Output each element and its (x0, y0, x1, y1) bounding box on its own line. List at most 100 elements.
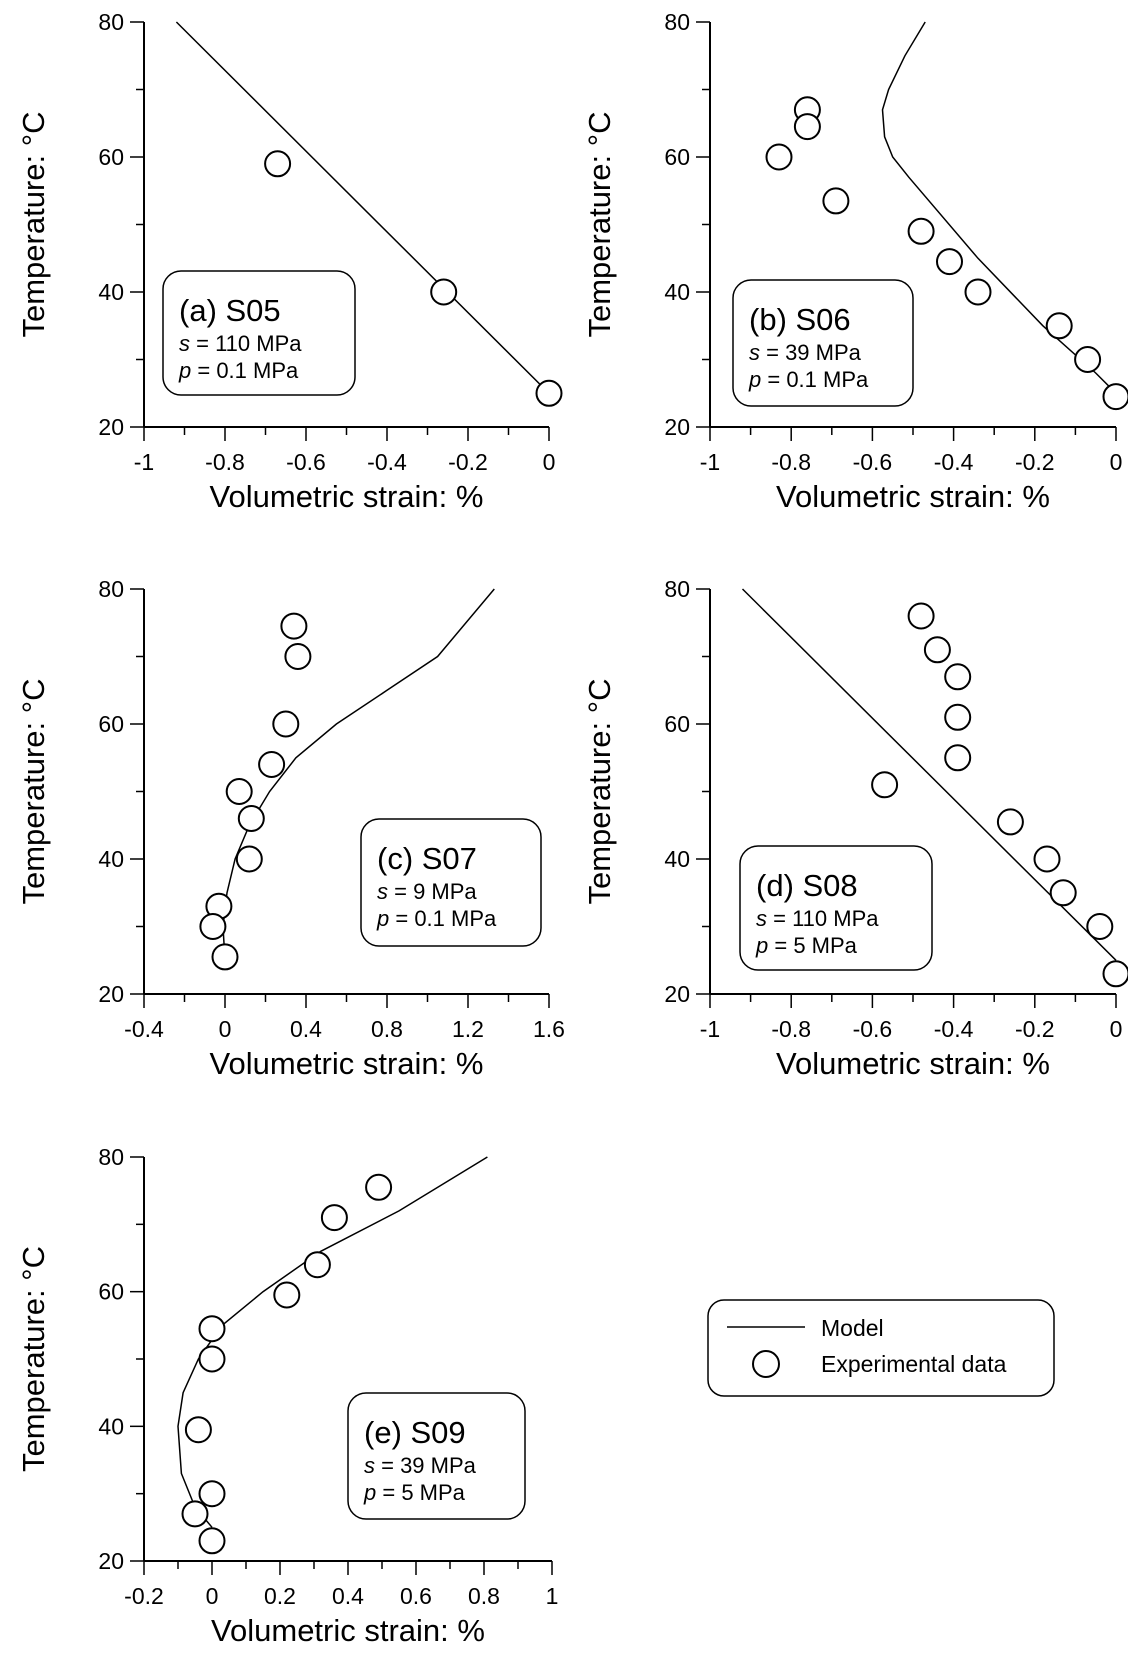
x-axis-title: Volumetric strain: % (210, 1046, 484, 1081)
y-axis-title: Temperature: °C (16, 678, 51, 904)
data-point (535, 379, 563, 407)
y-tick-label: 60 (664, 144, 690, 170)
x-tick-label: -0.8 (771, 1016, 811, 1042)
data-point (284, 643, 312, 670)
y-tick-label: 80 (664, 9, 690, 35)
pressure-value: = 5 MPa (376, 1480, 465, 1505)
data-point (272, 710, 300, 738)
suction-value: = 110 MPa (190, 331, 302, 356)
pressure-line: p = 5 MPa (363, 1480, 466, 1505)
specimen-title: (b) S06 (749, 302, 851, 337)
data-point (320, 1204, 348, 1232)
data-point (1045, 312, 1073, 340)
y-tick-label: 20 (98, 414, 124, 440)
data-point (1074, 346, 1102, 373)
suction-symbol: s (749, 340, 760, 365)
x-tick-label: -0.4 (934, 1016, 974, 1042)
data-point (181, 1500, 209, 1528)
specimen-label-box (732, 279, 914, 407)
legend-experimental-marker (752, 1350, 780, 1378)
y-tick-label: 60 (98, 1279, 124, 1305)
data-point (198, 1527, 226, 1555)
y-tick-label: 40 (664, 846, 690, 872)
data-point (303, 1251, 331, 1279)
specimen-title: (c) S07 (377, 841, 477, 876)
data-point (944, 744, 972, 772)
suction-line: s = 39 MPa (749, 340, 862, 365)
panel-e: 20 40 60 80 -0.2 0 0.2 0.4 0.6 0.8 1 Volumetric str… (16, 1144, 558, 1648)
x-tick-label: 0.4 (290, 1016, 322, 1042)
data-point (907, 217, 935, 245)
data-point (430, 278, 458, 306)
pressure-symbol: p (755, 933, 768, 958)
pressure-line: p = 5 MPa (755, 933, 858, 958)
specimen-title: (d) S08 (756, 868, 858, 903)
data-point (211, 943, 239, 971)
data-point (964, 278, 992, 306)
data-point (235, 845, 263, 873)
model-curve (175, 21, 550, 394)
y-tick-label: 60 (98, 711, 124, 737)
suction-symbol: s (377, 879, 388, 904)
x-tick-label: 1 (546, 1583, 559, 1609)
specimen-label-box (739, 845, 933, 971)
model-curve (881, 21, 1117, 394)
x-tick-label: 1.2 (452, 1016, 484, 1042)
data-point (264, 150, 292, 178)
data-point (184, 1416, 212, 1444)
x-tick-label: 0 (206, 1583, 219, 1609)
data-point (199, 913, 227, 940)
y-tick-label: 20 (664, 981, 690, 1007)
x-tick-label: -0.4 (124, 1016, 164, 1042)
data-point (198, 1315, 226, 1343)
specimen-label-box (162, 270, 356, 396)
specimen-title: (e) S09 (364, 1415, 466, 1450)
x-axis-title: Volumetric strain: % (210, 479, 484, 514)
y-tick-label: 60 (664, 711, 690, 737)
legend-model-label: Model (821, 1315, 884, 1341)
x-tick-label: 0.8 (371, 1016, 403, 1042)
data-point (1033, 845, 1061, 873)
x-tick-label: -0.2 (124, 1583, 164, 1609)
panel-c: 20 40 60 80 -0.4 0 0.4 0.8 1.2 1.6 Volumetric stra… (16, 576, 565, 1081)
suction-symbol: s (364, 1453, 375, 1478)
data-point (198, 1345, 226, 1373)
suction-line: s = 9 MPa (377, 879, 477, 904)
y-tick-label: 40 (98, 279, 124, 305)
pressure-symbol: p (376, 906, 389, 931)
data-point (1102, 383, 1128, 411)
x-axis-title: Volumetric strain: % (211, 1613, 485, 1648)
data-point (1086, 913, 1114, 940)
pressure-value: = 5 MPa (768, 933, 857, 958)
x-tick-label: -1 (700, 449, 720, 475)
data-point (944, 703, 972, 731)
y-tick-label: 40 (664, 279, 690, 305)
pressure-symbol: p (178, 358, 191, 383)
x-tick-label: 0 (219, 1016, 232, 1042)
pressure-value: = 0.1 MPa (761, 367, 869, 392)
pressure-line: p = 0.1 MPa (178, 358, 299, 383)
data-point (944, 663, 972, 691)
x-tick-label: 0.2 (264, 1583, 296, 1609)
x-tick-label: 0.8 (468, 1583, 500, 1609)
y-axis-title: Temperature: °C (582, 678, 617, 904)
panel-d: 20 40 60 80 -1 -0.8 -0.6 -0.4 -0.2 0 Volumetric st… (582, 576, 1128, 1081)
x-tick-label: -0.2 (1015, 1016, 1055, 1042)
x-tick-label: -0.4 (367, 449, 407, 475)
x-tick-label: 0.4 (332, 1583, 364, 1609)
x-tick-label: 0 (543, 449, 556, 475)
data-point (822, 187, 850, 215)
data-point (907, 602, 935, 630)
data-point (996, 808, 1024, 836)
panel-b: 20 40 60 80 -1 -0.8 -0.6 -0.4 -0.2 0 Volumetric st… (582, 9, 1128, 514)
data-point (1049, 879, 1077, 907)
legend: Model Experimental data (707, 1299, 1055, 1397)
legend-experimental-label: Experimental data (821, 1351, 1007, 1377)
y-tick-label: 20 (98, 1548, 124, 1574)
data-point (793, 113, 821, 141)
y-tick-label: 80 (98, 9, 124, 35)
x-tick-label: -0.6 (853, 449, 893, 475)
x-tick-label: -0.6 (853, 1016, 893, 1042)
data-point (273, 1281, 301, 1309)
